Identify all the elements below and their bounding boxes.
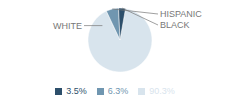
html-text:6.3%: 6.3% <box>107 86 129 96</box>
svg-text:BLACK: BLACK <box>160 20 190 30</box>
svg-text:WHITE: WHITE <box>53 21 82 31</box>
html-text:90.3%: 90.3% <box>149 86 175 96</box>
svg-text:HISPANIC: HISPANIC <box>160 9 202 19</box>
html-text:3.5%: 3.5% <box>66 86 87 96</box>
